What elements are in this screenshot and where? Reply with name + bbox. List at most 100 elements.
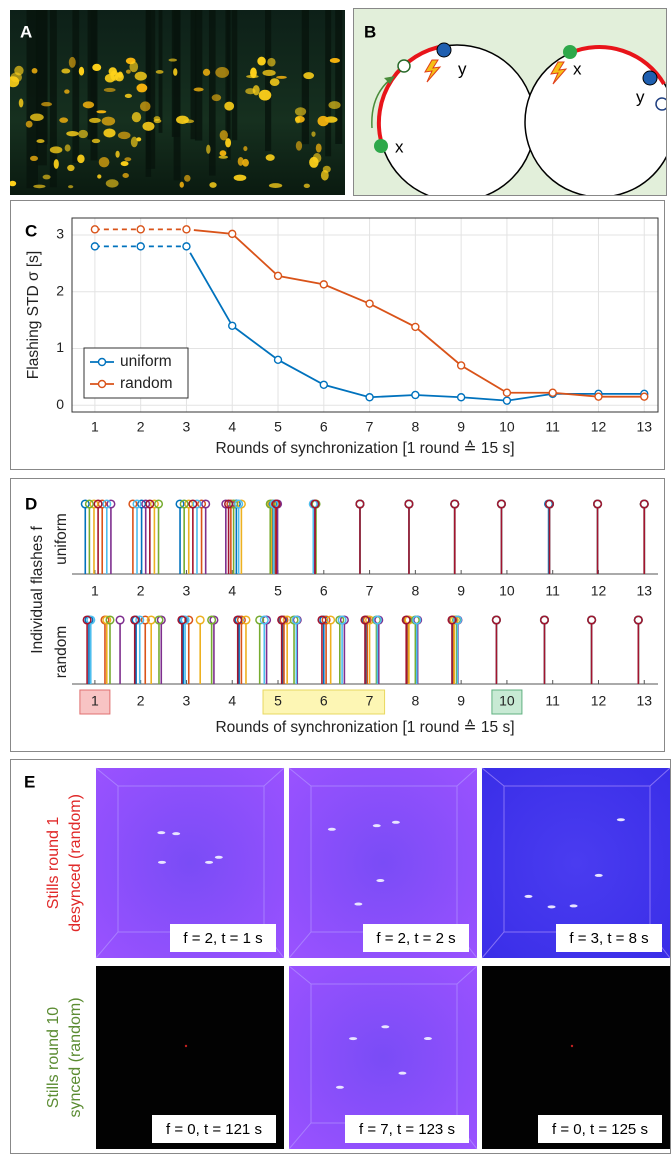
firefly-glow bbox=[59, 117, 68, 122]
x-tick-label: 4 bbox=[228, 583, 236, 599]
firefly-glow bbox=[135, 72, 147, 81]
firefly-glow bbox=[304, 184, 310, 188]
flash-stem bbox=[147, 616, 155, 684]
node-label: y bbox=[458, 59, 467, 78]
firefly-glow bbox=[234, 175, 247, 181]
flash-stem bbox=[318, 616, 326, 684]
firefly-glow bbox=[212, 94, 221, 101]
flash-stem bbox=[86, 500, 94, 574]
tree bbox=[72, 10, 79, 163]
firefly-glow bbox=[140, 101, 151, 111]
flash-stem bbox=[311, 500, 319, 574]
flash-stem bbox=[635, 616, 643, 684]
stem-marker bbox=[541, 616, 549, 624]
flash-stem bbox=[449, 616, 457, 684]
flash-stem bbox=[640, 500, 648, 574]
firefly-robot bbox=[617, 818, 625, 821]
flash-stem bbox=[103, 500, 111, 574]
firefly-glow bbox=[54, 159, 59, 169]
tree bbox=[174, 10, 181, 180]
firefly-glow bbox=[296, 141, 302, 151]
firefly-glow bbox=[122, 173, 128, 178]
series-marker bbox=[320, 381, 327, 388]
firefly-glow bbox=[183, 119, 194, 123]
firefly-glow bbox=[257, 57, 266, 66]
firefly-glow bbox=[68, 185, 73, 188]
y-tick-label: 0 bbox=[56, 396, 64, 412]
phase-circle bbox=[525, 47, 671, 197]
panel-label: C bbox=[25, 221, 37, 240]
firefly-glow bbox=[245, 88, 255, 94]
flash-stem bbox=[451, 500, 459, 574]
firefly-glow bbox=[9, 181, 16, 187]
node-label: y bbox=[636, 87, 645, 106]
firefly-glow bbox=[121, 161, 129, 166]
series-marker bbox=[320, 281, 327, 288]
node bbox=[374, 139, 388, 153]
x-tick-label: 1 bbox=[91, 693, 99, 709]
firefly-glow bbox=[103, 128, 115, 137]
x-tick-label: 11 bbox=[545, 583, 560, 599]
x-tick-label: 13 bbox=[636, 583, 652, 599]
flash-stem bbox=[101, 616, 109, 684]
stem-marker bbox=[451, 500, 459, 508]
firefly-robot bbox=[524, 895, 532, 898]
series-marker bbox=[458, 362, 465, 369]
x-tick-label: 12 bbox=[591, 419, 607, 435]
firefly-glow bbox=[266, 154, 275, 161]
flash-stem bbox=[403, 616, 411, 684]
still-caption: f = 0, t = 121 s bbox=[166, 1121, 262, 1138]
firefly-robot bbox=[157, 831, 165, 834]
flash-stem bbox=[138, 500, 146, 574]
firefly-glow bbox=[215, 67, 229, 78]
flash-stem bbox=[94, 500, 102, 574]
stem-marker bbox=[116, 616, 124, 624]
firefly-glow bbox=[276, 76, 287, 79]
firefly-robot bbox=[158, 861, 166, 864]
x-tick-label: 9 bbox=[457, 419, 465, 435]
firefly-glow bbox=[106, 179, 119, 187]
x-tick-label: 4 bbox=[228, 693, 236, 709]
x-tick-label: 7 bbox=[366, 419, 374, 435]
row-label: Stills round 1 bbox=[45, 817, 62, 910]
series-marker bbox=[366, 394, 373, 401]
flash-stem bbox=[279, 616, 287, 684]
firefly-glow bbox=[92, 139, 100, 143]
still-caption: f = 3, t = 8 s bbox=[569, 930, 648, 947]
flash-stem bbox=[87, 616, 95, 684]
firefly-glow bbox=[69, 57, 76, 68]
firefly-glow bbox=[126, 70, 131, 74]
firefly-robot bbox=[373, 824, 381, 827]
firefly-glow bbox=[66, 131, 78, 136]
firefly-glow bbox=[19, 99, 24, 108]
stem-marker bbox=[196, 616, 204, 624]
firefly-glow bbox=[168, 59, 177, 62]
stem-marker bbox=[635, 616, 643, 624]
firefly-glow bbox=[65, 144, 71, 151]
firefly-glow bbox=[194, 87, 204, 91]
flash-stem bbox=[498, 500, 506, 574]
x-tick-label: 5 bbox=[274, 419, 282, 435]
tree bbox=[335, 10, 342, 144]
flash-stem bbox=[234, 616, 242, 684]
y-tick-label: 3 bbox=[56, 226, 64, 242]
row-label: desynced (random) bbox=[67, 794, 84, 932]
series-marker bbox=[183, 226, 190, 233]
firefly-glow bbox=[61, 69, 70, 74]
firefly-robot bbox=[570, 904, 578, 907]
firefly-glow bbox=[184, 175, 190, 182]
flash-stem bbox=[413, 616, 421, 684]
tree bbox=[232, 10, 238, 140]
x-tick-label: 2 bbox=[137, 583, 145, 599]
firefly-photo bbox=[7, 10, 345, 195]
firefly-glow bbox=[43, 175, 51, 180]
firefly-glow bbox=[78, 130, 88, 138]
stem-marker bbox=[356, 500, 364, 508]
firefly-glow bbox=[330, 58, 340, 63]
panel-label: E bbox=[24, 772, 35, 791]
series-marker bbox=[366, 300, 373, 307]
x-tick-label: 5 bbox=[274, 693, 282, 709]
flash-stem bbox=[374, 616, 382, 684]
flash-stem bbox=[493, 616, 501, 684]
